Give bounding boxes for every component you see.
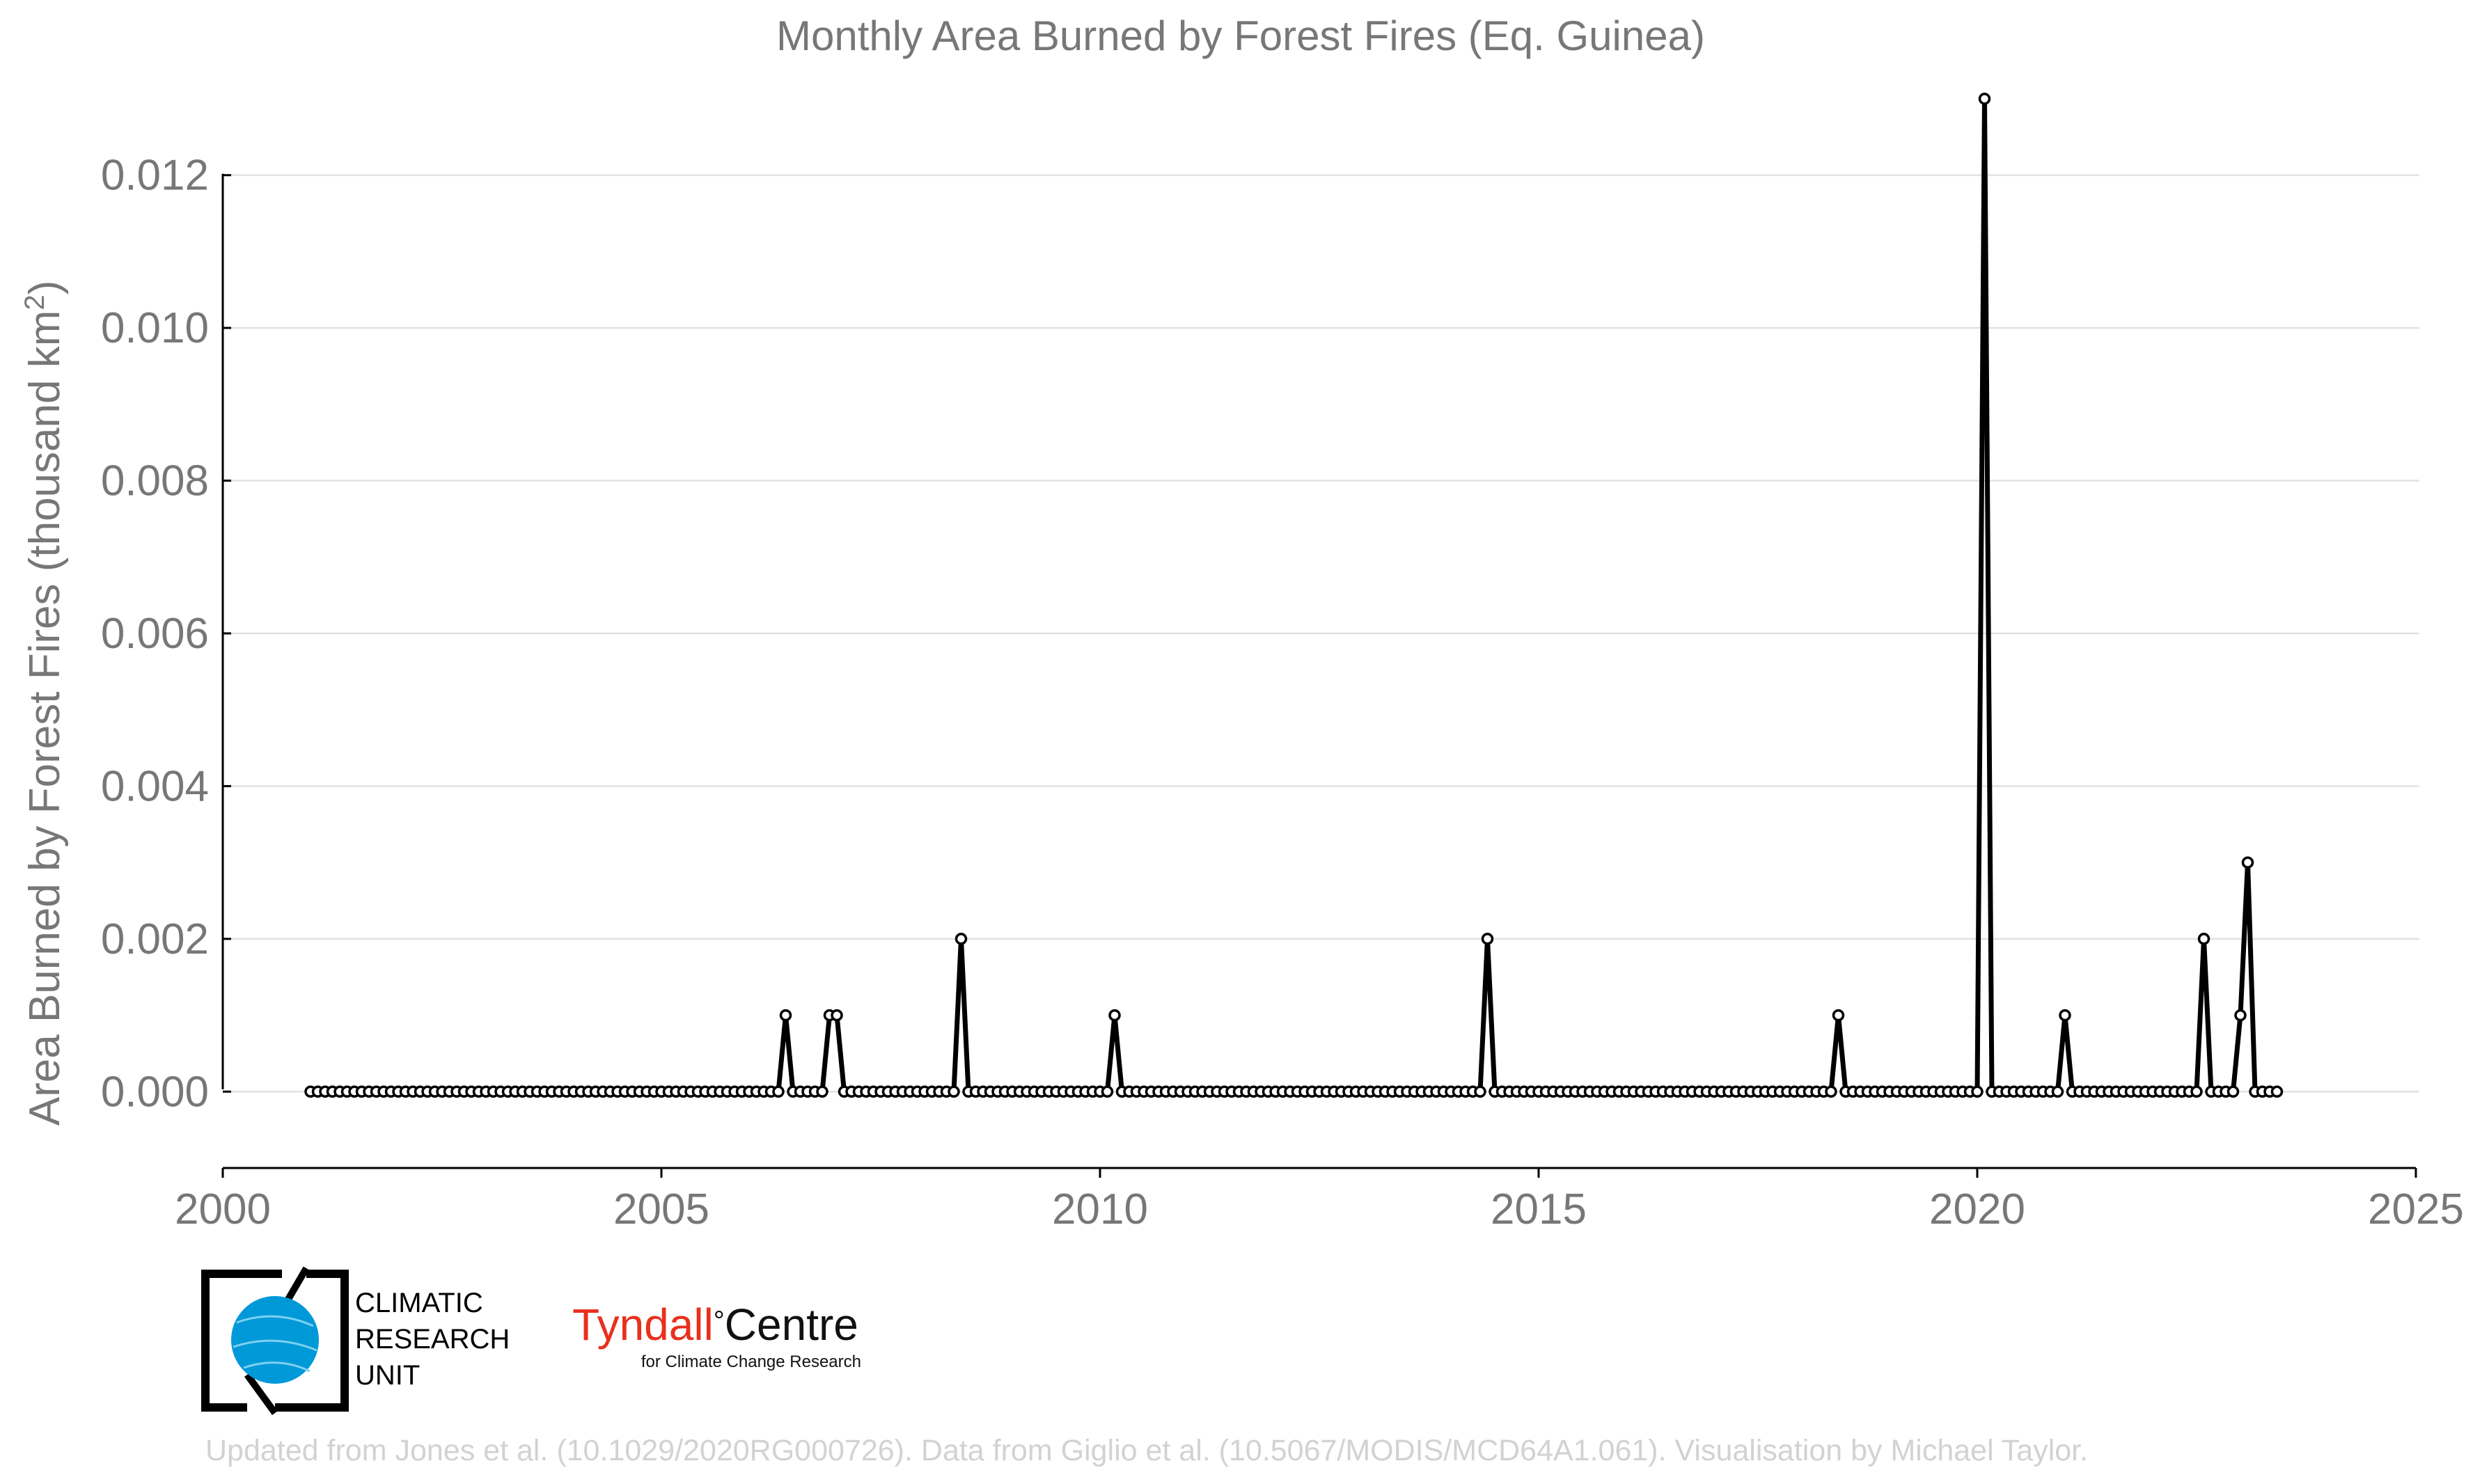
cru-frame-slash-bottom [244,1373,278,1415]
tyndall-subtitle: for Climate Change Research [641,1352,861,1371]
y-axis-label: Area Burned by Forest Fires (thousand km… [19,281,69,1126]
chart-title: Monthly Area Burned by Forest Fires (Eq.… [776,13,1705,59]
y-tick-labels: 0.000 0.002 0.004 0.006 0.008 0.010 0.012 [101,152,209,1116]
y-tick-label: 0.008 [101,457,209,505]
data-point [1978,93,1991,105]
y-tick-label: 0.000 [101,1068,209,1116]
data-point [779,1009,792,1022]
tyndall-centre-word: Centre [725,1300,858,1350]
y-tick-label: 0.010 [101,304,209,352]
y-axis-label-main: Area Burned by Forest Fires (thousand km [21,310,69,1126]
data-point [1832,1009,1845,1022]
data-series [304,93,2284,1098]
data-point [2051,1085,2064,1098]
data-point [2059,1009,2071,1022]
data-point [2226,1085,2240,1098]
data-point [2234,1009,2247,1022]
x-tick-label: 2020 [1929,1185,2025,1233]
tyndall-logo: Tyndall°Centre for Climate Change Resear… [572,1300,861,1371]
x-tick-label: 2010 [1052,1185,1148,1233]
data-point [831,1009,843,1022]
data-point [1825,1085,1837,1098]
y-tick-label: 0.002 [101,915,209,963]
data-point [2190,1085,2203,1098]
tyndall-name: Tyndall [572,1300,714,1350]
tyndall-degree: ° [714,1306,725,1336]
y-axis-label-close: ) [21,281,69,295]
tyndall-wordmark: Tyndall°Centre [572,1300,858,1350]
x-tick-label: 2025 [2368,1185,2464,1233]
y-tick-label: 0.012 [101,152,209,200]
y-axis-label-superscript: 2 [19,294,50,310]
data-point [2197,933,2210,945]
cru-line-3: UNIT [355,1360,420,1391]
cru-logo: CLIMATIC RESEARCH UNIT [201,1266,510,1415]
cru-globe-lines [233,1315,317,1373]
cru-line-2: RESEARCH [355,1324,510,1355]
data-point [816,1085,828,1098]
x-tick-label: 2015 [1491,1185,1587,1233]
x-tick-labels: 2000 2005 2010 2015 2020 2025 [175,1185,2464,1233]
series-line [311,96,2277,1094]
data-point [2270,1085,2284,1098]
data-point [1101,1085,1114,1098]
data-point [1971,1085,1984,1098]
x-tick-label: 2005 [613,1185,709,1233]
cru-frame-right [275,1270,349,1412]
y-tick-label: 0.006 [101,610,209,658]
data-point [1108,1009,1121,1022]
axes [221,173,2417,1178]
data-point [948,1085,960,1098]
gridlines [223,174,2419,1093]
y-tick-label: 0.004 [101,762,209,810]
cru-frame-left [201,1270,282,1412]
credit-line: Updated from Jones et al. (10.1029/2020R… [205,1434,2088,1467]
x-tick-label: 2000 [175,1185,271,1233]
cru-line-1: CLIMATIC [355,1288,483,1318]
data-point [955,933,968,945]
data-point [1474,1085,1486,1098]
data-point [1481,933,1494,945]
data-point [772,1085,785,1098]
data-point [2241,856,2254,869]
